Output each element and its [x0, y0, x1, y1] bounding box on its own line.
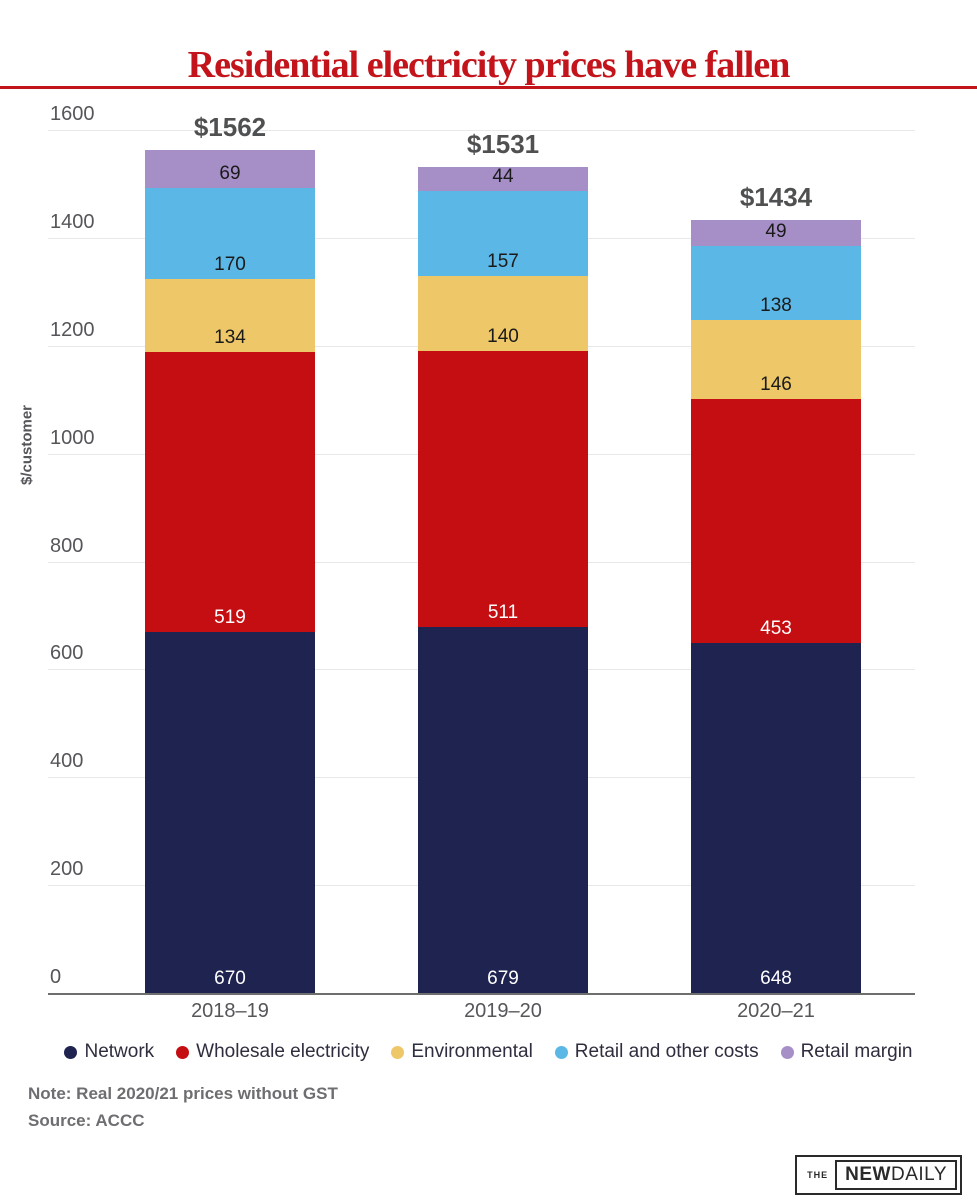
y-axis-title: $/customer — [18, 404, 36, 486]
bar-segment: 140 — [418, 275, 588, 352]
bar-total-label: $1434 — [739, 181, 813, 212]
logo-the-text: THE — [807, 1170, 829, 1180]
legend-label: Retail and other costs — [574, 1041, 759, 1062]
segment-value-label: 511 — [487, 601, 519, 623]
x-axis-label: 2018–19 — [191, 1000, 269, 1022]
x-axis-label: 2020–21 — [737, 1000, 815, 1022]
note-line: Note: Real 2020/21 prices without GST — [28, 1084, 338, 1103]
new-daily-logo: THE NEWDAILY — [795, 1155, 962, 1195]
chart-legend: Network Wholesale electricity Environmenta… — [0, 1041, 977, 1063]
bar-segment: 170 — [145, 187, 315, 280]
bar-segment: 511 — [418, 351, 588, 627]
legend-label: Environmental — [411, 1041, 533, 1062]
legend-swatch-icon — [176, 1045, 190, 1059]
legend-item: Network — [64, 1041, 154, 1063]
chart-notes: Note: Real 2020/21 prices without GST So… — [28, 1080, 338, 1134]
bar-segment: 453 — [691, 399, 861, 644]
gridline — [48, 130, 915, 131]
bar-segment: 519 — [145, 351, 315, 632]
bar-total-label: $1562 — [193, 112, 267, 143]
legend-item: Retail margin — [780, 1041, 913, 1063]
bar-segment: 679 — [418, 626, 588, 993]
y-tick-label: 1200 — [50, 318, 95, 341]
x-axis-label: 2019–20 — [464, 1000, 542, 1022]
bar-segment: 69 — [145, 150, 315, 188]
y-tick-label: 200 — [50, 858, 84, 881]
title-divider — [0, 86, 977, 89]
logo-daily-text: DAILY — [890, 1164, 947, 1185]
segment-value-label: 140 — [487, 326, 519, 348]
bar-segment: 44 — [418, 167, 588, 191]
segment-value-label: 519 — [214, 606, 246, 628]
legend-item: Environmental — [391, 1041, 533, 1063]
bar-segment: 648 — [691, 643, 861, 993]
legend-swatch-icon — [554, 1045, 568, 1059]
legend-label: Wholesale electricity — [196, 1041, 370, 1062]
bar-segment: 146 — [691, 320, 861, 400]
segment-value-label: 453 — [760, 618, 792, 640]
y-tick-label: 1600 — [50, 103, 95, 125]
bar-segment: 134 — [145, 279, 315, 352]
y-tick-label: 800 — [50, 534, 84, 557]
bar-segment: 49 — [691, 219, 861, 246]
x-axis-line — [48, 993, 915, 995]
segment-value-label: 134 — [214, 326, 246, 348]
logo-main-text: NEWDAILY — [835, 1160, 957, 1190]
logo-new-text: NEW — [845, 1164, 891, 1185]
segment-value-label: 44 — [492, 165, 514, 187]
segment-value-label: 679 — [487, 967, 519, 989]
bar-total-label: $1531 — [466, 129, 540, 160]
legend-label: Retail margin — [800, 1041, 913, 1062]
segment-value-label: 69 — [219, 162, 241, 184]
segment-value-label: 170 — [214, 254, 246, 276]
legend-item: Wholesale electricity — [176, 1041, 369, 1063]
page-title: Residential electricity prices have fall… — [187, 44, 791, 87]
segment-value-label: 146 — [760, 374, 792, 396]
y-tick-label: 400 — [50, 750, 84, 773]
segment-value-label: 49 — [765, 220, 787, 242]
bar-segment: 138 — [691, 245, 861, 321]
y-tick-label: 1400 — [50, 210, 95, 233]
legend-swatch-icon — [780, 1045, 794, 1059]
segment-value-label: 648 — [760, 967, 792, 989]
segment-value-label: 138 — [760, 295, 792, 317]
y-tick-label: 1000 — [50, 426, 95, 449]
bar-segment: 670 — [145, 631, 315, 993]
bar-segment: 157 — [418, 190, 588, 276]
source-line: Source: ACCC — [28, 1111, 145, 1130]
legend-swatch-icon — [391, 1045, 405, 1059]
legend-item: Retail and other costs — [554, 1041, 759, 1063]
segment-value-label: 157 — [487, 250, 519, 272]
legend-label: Network — [84, 1041, 155, 1062]
legend-swatch-icon — [64, 1045, 78, 1059]
y-tick-label: 0 — [50, 966, 62, 988]
y-tick-label: 600 — [50, 642, 84, 665]
segment-value-label: 670 — [214, 967, 246, 989]
